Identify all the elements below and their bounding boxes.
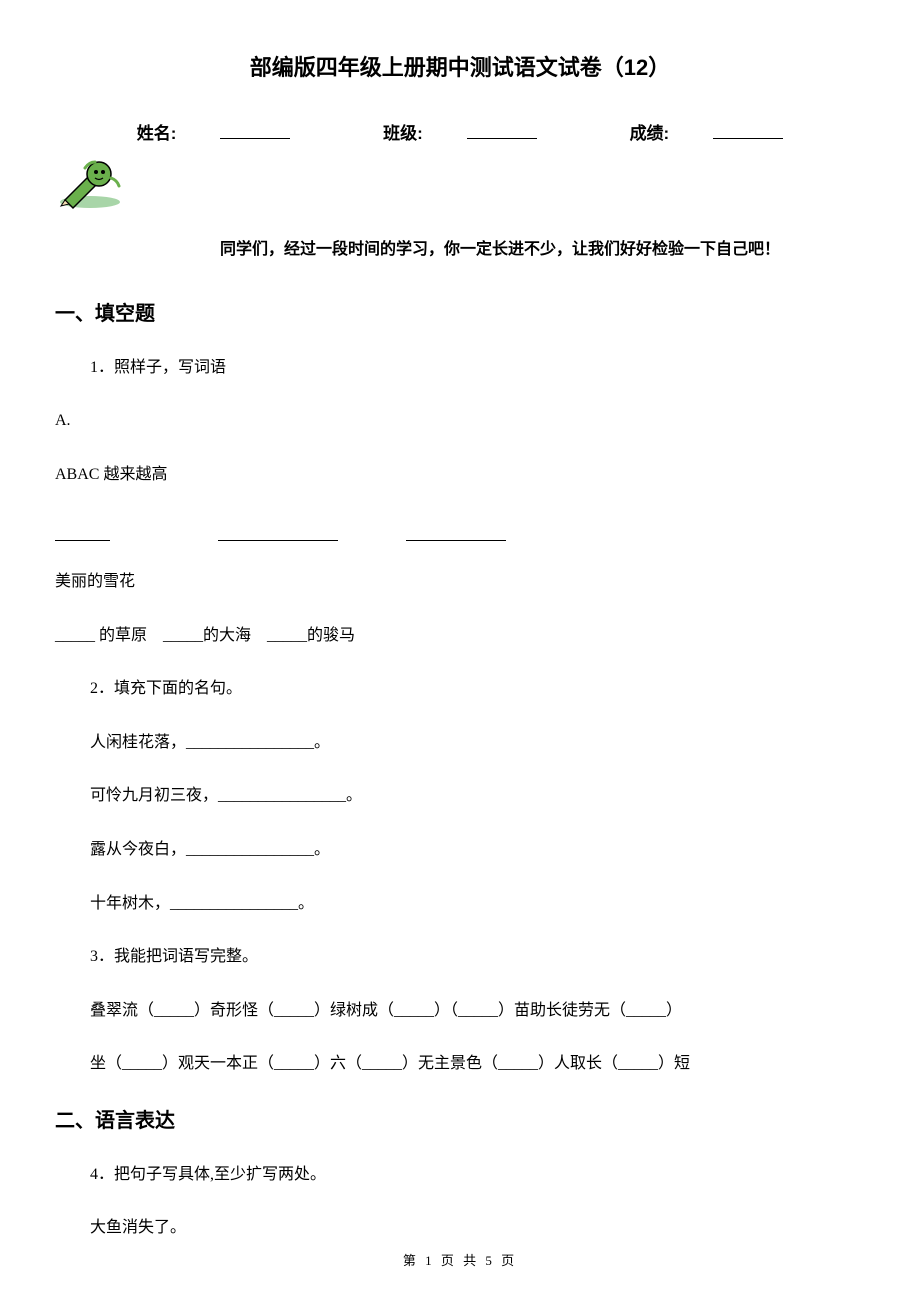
q3-num: 3．我能把词语写完整。: [90, 944, 865, 970]
q3-l1: 叠翠流（_____）奇形怪（_____）绿树成（_____）（_____）苗助长…: [90, 998, 865, 1024]
q1-line-a: A.: [55, 408, 865, 434]
pencil-icon-row: [55, 150, 865, 219]
q4-l1: 大鱼消失了。: [90, 1215, 865, 1241]
score-label: 成绩:: [608, 124, 806, 143]
q2-l3: 露从今夜白，________________。: [90, 837, 865, 863]
q2-num: 2．填充下面的名句。: [90, 676, 865, 702]
pencil-icon: [55, 150, 130, 210]
q1-blank-row: [55, 515, 865, 541]
q4-num: 4．把句子写具体,至少扩写两处。: [90, 1162, 865, 1188]
q1-num: 1．照样子，写词语: [90, 355, 865, 381]
q3-l2: 坐（_____）观天一本正（_____）六（_____）无主景色（_____）人…: [90, 1051, 865, 1077]
name-label: 姓名:: [115, 124, 313, 143]
page-footer: 第 1 页 共 5 页: [0, 1251, 920, 1272]
q2-l4: 十年树木，________________。: [90, 891, 865, 917]
info-row: 姓名: 班级: 成绩:: [55, 120, 865, 147]
section-2-title: 二、语言表达: [55, 1105, 865, 1137]
intro-text: 同学们，经过一段时间的学习，你一定长进不少，让我们好好检验一下自己吧！: [55, 237, 865, 263]
q2-l1: 人闲桂花落，________________。: [90, 730, 865, 756]
page-title: 部编版四年级上册期中测试语文试卷（12）: [55, 50, 865, 85]
q2-l2: 可怜九月初三夜，________________。: [90, 783, 865, 809]
q1-line-fill: _____ 的草原 _____的大海 _____的骏马: [55, 623, 865, 649]
class-label: 班级:: [361, 124, 559, 143]
q1-line-snow: 美丽的雪花: [55, 569, 865, 595]
q1-line-abac: ABAC 越来越高: [55, 462, 865, 488]
section-1-title: 一、填空题: [55, 298, 865, 330]
